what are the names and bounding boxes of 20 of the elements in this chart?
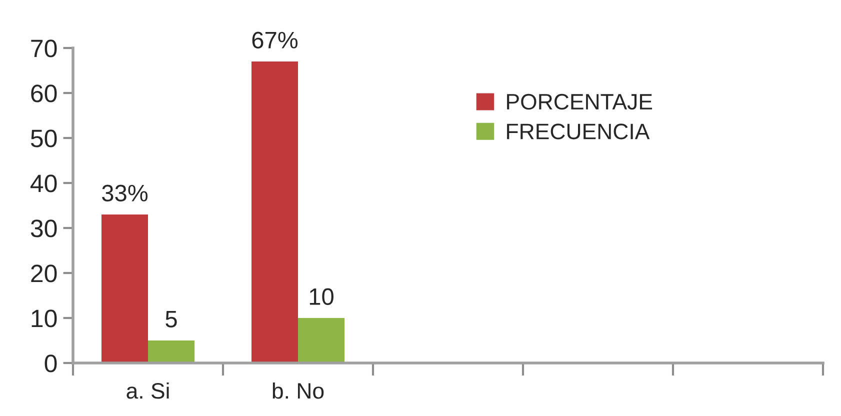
bar [102, 214, 148, 363]
y-tick-label: 60 [31, 84, 57, 102]
bar [252, 62, 298, 363]
x-tick-label: b. No [272, 382, 324, 399]
data-label: 33% [102, 184, 148, 202]
data-label: 5 [166, 311, 177, 328]
y-tick-label: 30 [30, 220, 57, 238]
legend-label: PORCENTAJE [507, 94, 652, 110]
bar [298, 318, 344, 363]
y-tick-label: 70 [31, 40, 57, 58]
y-tick-label: 50 [30, 130, 57, 148]
x-tick-label: a. Si [126, 382, 169, 399]
y-tick-label: 20 [31, 264, 57, 282]
y-tick-label: 40 [30, 174, 57, 192]
y-tick-label: 10 [32, 310, 57, 328]
legend-label: FRECUENCIA [507, 124, 650, 140]
y-tick-label: 0 [44, 354, 57, 372]
bar [148, 340, 194, 363]
data-label: 10 [310, 288, 334, 305]
data-label: 67% [252, 32, 298, 48]
